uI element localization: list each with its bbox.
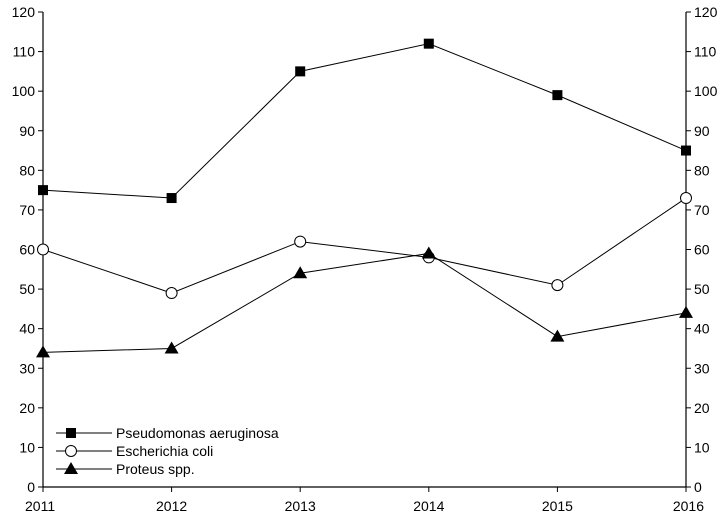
y-tick-label-left: 20 [19,400,35,416]
data-point [36,345,50,358]
series-line [42,252,687,353]
y-tick-label-right: 10 [694,439,710,455]
legend-marker [66,428,76,438]
x-tick-label: 2013 [285,498,316,514]
legend-label: Proteus spp. [116,461,195,477]
legend: Pseudomonas aeruginosa Escherichia coli Pr… [56,425,279,477]
legend-marker [65,445,77,457]
data-point [552,90,563,101]
y-tick-label-left: 30 [19,360,35,376]
y-tick-label-left: 80 [19,162,35,178]
data-point [37,243,49,256]
data-point [551,279,564,292]
data-point [166,193,177,204]
y-tick-label-right: 120 [694,4,718,20]
y-tick-label-left: 70 [19,202,35,218]
y-tick-label-left: 10 [19,439,35,455]
data-point [38,185,48,196]
legend-label: Escherichia coli [116,443,213,459]
y-tick-label-right: 30 [694,360,710,376]
y-tick-label-right: 70 [694,202,710,218]
data-point [421,246,436,259]
data-point [165,287,178,300]
data-point [423,38,434,49]
series-2 [37,192,692,300]
x-tick-label: 2011 [25,498,55,514]
legend-item: Escherichia coli [56,443,213,459]
y-tick-label-right: 0 [694,479,702,495]
y-tick-label-right: 100 [694,83,718,99]
series-3 [36,246,693,358]
y-tick-label-right: 20 [694,400,710,416]
y-tick-label-left: 60 [19,242,35,258]
y-tick-label-right: 40 [694,321,710,337]
data-point [164,341,179,354]
legend-marker [64,462,78,474]
y-tick-label-right: 90 [694,123,710,139]
x-tick-label: 2016 [673,498,704,514]
y-tick-label-right: 80 [694,162,710,178]
x-tick-label: 2014 [413,498,444,514]
axes: 0 0 10 10 20 20 30 30 40 40 50 50 60 60 70 70 80 80 90 90 10… [12,4,718,514]
series-layer [36,38,693,358]
data-point [681,145,691,156]
data-point [295,66,306,77]
legend-item: Pseudomonas aeruginosa [56,425,279,441]
y-tick-label-left: 40 [19,321,35,337]
x-tick-label: 2012 [156,498,187,514]
legend-label: Pseudomonas aeruginosa [116,425,279,441]
y-tick-label-left: 110 [13,44,36,60]
data-point [680,192,692,205]
series-line [42,43,687,199]
y-tick-label-right: 50 [694,281,710,297]
series-line [42,197,687,294]
y-tick-label-left: 120 [12,4,36,20]
legend-item: Proteus spp. [56,461,195,477]
data-point [550,329,565,342]
y-tick-label-left: 50 [19,281,35,297]
data-point [679,305,693,318]
y-tick-label-left: 90 [19,123,35,139]
x-tick-label: 2015 [542,498,573,514]
data-point [294,235,307,248]
y-tick-label-right: 110 [694,44,717,60]
y-tick-label-left: 0 [27,479,35,495]
series-1 [38,38,691,204]
y-tick-label-right: 60 [694,242,710,258]
y-tick-label-left: 100 [12,83,36,99]
data-point [293,266,308,279]
